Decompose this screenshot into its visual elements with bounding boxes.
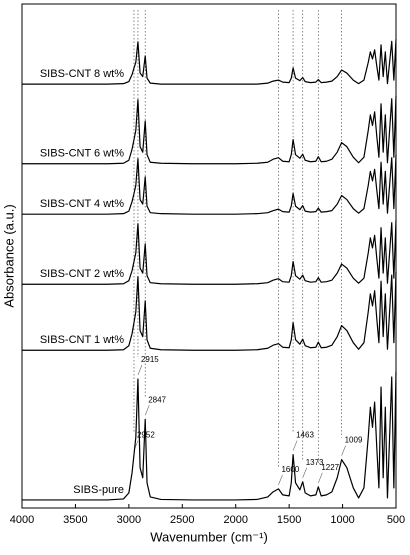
peak-label: 2847: [148, 395, 166, 404]
peak-label: 1227: [321, 463, 339, 472]
spectrum-line: [22, 371, 397, 501]
peak-leader: [137, 364, 143, 376]
series-label: SIBS-CNT 6 wt%: [40, 148, 124, 160]
series-label: SIBS-pure: [73, 484, 124, 496]
series-label: SIBS-CNT 4 wt%: [40, 198, 124, 210]
peak-label: 1009: [345, 436, 363, 445]
x-tick-label: 3500: [63, 514, 87, 526]
spectrum-line: [22, 155, 397, 215]
peak-label: 1463: [296, 431, 314, 440]
series-label: SIBS-CNT 2 wt%: [40, 268, 124, 280]
spectrum-line: [22, 95, 397, 165]
peak-label: 1373: [306, 458, 324, 467]
peak-leader: [302, 467, 307, 478]
x-axis-title: Wavenumber (cm⁻¹): [150, 529, 268, 544]
x-tick-label: 1500: [277, 514, 301, 526]
x-tick-label: 3000: [117, 514, 141, 526]
peak-leader: [341, 445, 346, 456]
x-tick-label: 500: [387, 514, 405, 526]
spectrum-line: [22, 39, 397, 85]
peak-label: 2915: [141, 355, 159, 364]
peak-leader: [292, 440, 298, 451]
x-tick-label: 1000: [330, 514, 354, 526]
x-tick-label: 4000: [10, 514, 34, 526]
x-tick-label: 2000: [223, 514, 247, 526]
series-label: SIBS-CNT 1 wt%: [40, 334, 124, 346]
series-label: SIBS-CNT 8 wt%: [40, 68, 124, 80]
plot-frame: [21, 3, 397, 509]
peak-label: 1600: [281, 465, 299, 474]
spectrum-line: [22, 272, 397, 351]
y-axis-title: Absorbance (a.u.): [1, 204, 16, 307]
peak-leader: [318, 472, 323, 483]
x-tick-label: 2500: [170, 514, 194, 526]
spectrum-line: [22, 220, 397, 285]
peak-leader: [278, 474, 283, 485]
peak-leader: [144, 405, 150, 416]
